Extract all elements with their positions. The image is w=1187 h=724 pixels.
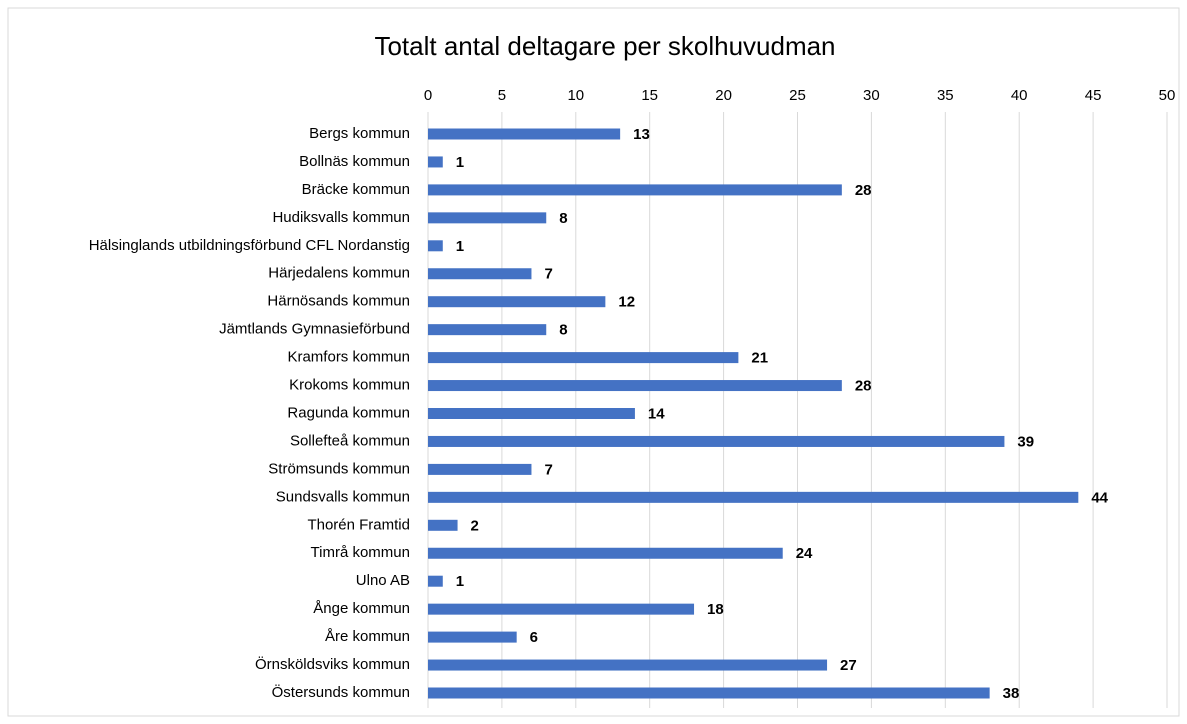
y-tick-label: Hälsinglands utbildningsförbund CFL Nord… — [89, 237, 410, 254]
bar — [428, 491, 1079, 503]
value-label: 2 — [471, 517, 479, 534]
value-label: 1 — [456, 154, 464, 171]
value-label: 7 — [544, 461, 552, 478]
value-label: 24 — [796, 545, 813, 562]
x-tick-label: 25 — [789, 87, 806, 104]
bar — [428, 659, 828, 671]
chart-title: Totalt antal deltagare per skolhuvudman — [374, 31, 835, 61]
x-tick-label: 0 — [424, 87, 432, 104]
y-tick-label: Krokoms kommun — [289, 377, 410, 394]
bar — [428, 575, 443, 587]
y-tick-label: Sundsvalls kommun — [276, 488, 410, 505]
value-label: 6 — [530, 629, 538, 646]
value-label: 14 — [648, 405, 665, 422]
value-label: 44 — [1091, 489, 1108, 506]
value-label: 27 — [840, 657, 857, 674]
value-label: 18 — [707, 601, 724, 618]
y-tick-label: Ånge kommun — [313, 600, 410, 617]
y-tick-label: Härnösands kommun — [267, 293, 410, 310]
bar — [428, 352, 739, 364]
y-tick-label: Härjedalens kommun — [268, 265, 410, 282]
value-label: 21 — [751, 350, 768, 367]
bar — [428, 631, 517, 643]
x-tick-label: 50 — [1159, 87, 1176, 104]
x-tick-label: 30 — [863, 87, 880, 104]
y-tick-label: Thorén Framtid — [307, 516, 410, 533]
value-label: 13 — [633, 126, 650, 143]
bar — [428, 603, 695, 615]
value-label: 38 — [1003, 685, 1020, 702]
y-tick-label: Ragunda kommun — [287, 404, 410, 421]
value-label: 39 — [1017, 433, 1034, 450]
y-tick-label: Bollnäs kommun — [299, 153, 410, 170]
y-tick-label: Örnsköldsviks kommun — [255, 655, 410, 673]
bar — [428, 184, 842, 196]
y-tick-label: Åre kommun — [325, 628, 410, 645]
x-tick-label: 40 — [1011, 87, 1028, 104]
value-label: 28 — [855, 378, 872, 395]
bar — [428, 380, 842, 392]
x-tick-label: 5 — [498, 87, 506, 104]
bar — [428, 212, 547, 224]
y-tick-label: Timrå kommun — [311, 544, 410, 561]
x-tick-label: 20 — [715, 87, 732, 104]
bar — [428, 547, 783, 559]
bar — [428, 296, 606, 308]
y-tick-label: Hudiksvalls kommun — [272, 209, 410, 226]
y-tick-label: Jämtlands Gymnasieförbund — [219, 321, 410, 338]
value-label: 12 — [618, 294, 635, 311]
y-tick-label: Bräcke kommun — [302, 181, 410, 198]
bar — [428, 435, 1005, 447]
y-tick-label: Strömsunds kommun — [268, 460, 410, 477]
y-tick-label: Kramfors kommun — [287, 349, 410, 366]
x-tick-label: 10 — [567, 87, 584, 104]
y-tick-label: Ulno AB — [356, 572, 410, 589]
bar — [428, 519, 458, 531]
bar — [428, 687, 990, 699]
value-label: 8 — [559, 322, 567, 339]
x-tick-label: 15 — [641, 87, 658, 104]
value-label: 7 — [544, 266, 552, 283]
y-tick-label: Bergs kommun — [309, 125, 410, 142]
value-label: 8 — [559, 210, 567, 227]
bar — [428, 408, 635, 419]
x-tick-label: 45 — [1085, 87, 1102, 104]
bar — [428, 463, 532, 475]
bar — [428, 128, 621, 140]
bar — [428, 240, 443, 252]
bar — [428, 156, 443, 168]
y-tick-label: Sollefteå kommun — [290, 432, 410, 449]
x-tick-label: 35 — [937, 87, 954, 104]
bar — [428, 324, 547, 336]
value-label: 1 — [456, 238, 464, 255]
value-label: 1 — [456, 573, 464, 590]
value-label: 28 — [855, 182, 872, 199]
y-tick-label: Östersunds kommun — [272, 683, 410, 701]
bar — [428, 268, 532, 280]
